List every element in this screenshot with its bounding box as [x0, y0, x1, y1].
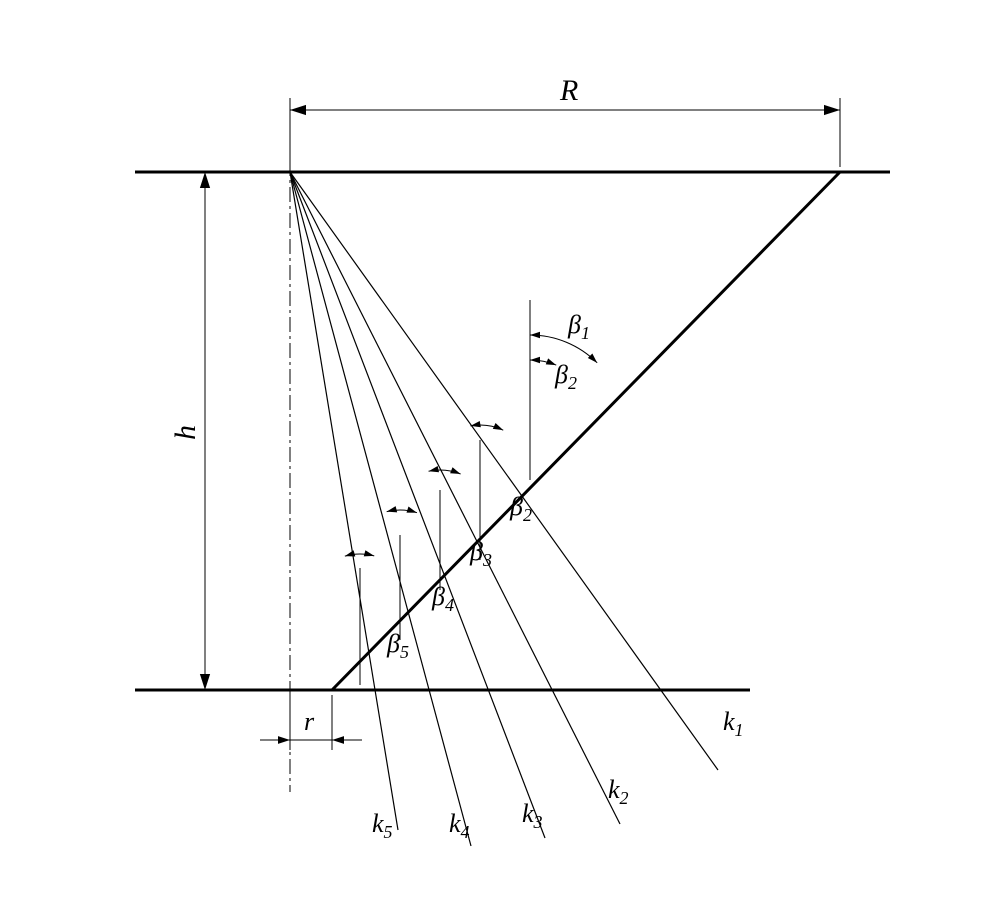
ray-line — [290, 172, 471, 846]
diagram-label: k3 — [522, 799, 543, 832]
diagram-label: k5 — [372, 809, 393, 842]
diagram-label: h — [169, 425, 202, 440]
geometry-diagram: k1 k2 k3 k4 k5 β1 β2 β2 β3 β4 β5 Rh r — [0, 0, 992, 899]
diagram-label: β2 — [509, 492, 532, 525]
diagram-label: R — [559, 74, 578, 107]
diagram-label: β4 — [431, 582, 454, 615]
diagram-label: r — [304, 707, 315, 736]
diagram-label: k2 — [608, 775, 629, 808]
diagram-label: k4 — [449, 809, 470, 842]
ray-line — [290, 172, 620, 824]
diagram-label: β1 — [567, 310, 590, 343]
diagram-label: β3 — [469, 537, 492, 570]
diagram-label: β5 — [386, 629, 409, 662]
diagram-label: k1 — [723, 707, 744, 740]
diagram-label: β2 — [554, 360, 577, 393]
ray-line — [290, 172, 545, 838]
ray-line — [290, 172, 718, 770]
